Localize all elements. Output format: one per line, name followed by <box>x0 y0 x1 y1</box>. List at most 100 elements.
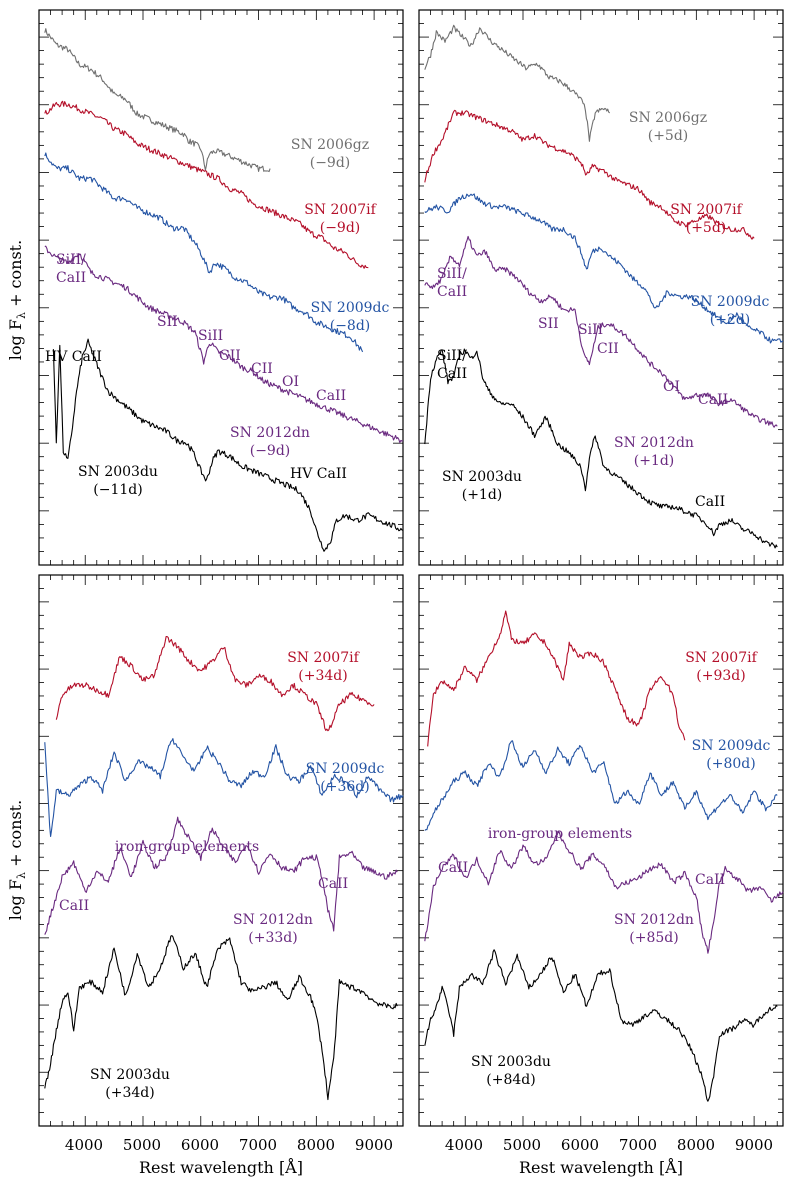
label-caii-2: CaII <box>318 876 348 892</box>
label-iron-group: iron-group elements <box>488 826 632 842</box>
label-sn2007if-phase: (+5d) <box>686 220 727 236</box>
panel-bottom-left-spectra <box>44 636 404 1101</box>
spectrum-line-gray <box>44 28 271 173</box>
label-sn2007if-phase: (+93d) <box>696 668 745 684</box>
x-tick-labels-left: 4000 5000 6000 7000 8000 9000 <box>65 1136 393 1154</box>
x-tick-label: 8000 <box>677 1136 715 1154</box>
spectrum-line-gray <box>424 24 611 142</box>
label-sn2007if-phase: (+34d) <box>298 668 347 684</box>
x-tick-labels-right: 4000 5000 6000 7000 8000 9000 <box>445 1136 773 1154</box>
panel-bottom-right-spectra <box>424 610 784 1102</box>
label-sn2012dn-phase: (+1d) <box>634 453 675 469</box>
label-sn2003du: SN 2003du <box>78 464 158 480</box>
label-sn2007if-phase: (−9d) <box>320 220 361 236</box>
label-sn2003du-phase: (+34d) <box>105 1085 154 1101</box>
label-sn2009dc: SN 2009dc <box>691 294 770 310</box>
label-sn2003du-phase: (+84d) <box>486 1072 535 1088</box>
x-tick-label: 4000 <box>65 1136 103 1154</box>
x-tick-label: 8000 <box>297 1136 335 1154</box>
label-sn2006gz-phase: (−9d) <box>310 155 351 171</box>
x-axis-label-right: Rest wavelength [Å] <box>519 1157 683 1177</box>
labels-bottom-left: SN 2007if (+34d) SN 2009dc (+36d) iron-g… <box>59 650 385 1101</box>
label-hv-caii-2: HV CaII <box>290 466 347 482</box>
label-siii: SiII <box>578 322 603 338</box>
spectrum-line-purple <box>44 245 404 444</box>
label-sn2012dn: SN 2012dn <box>233 912 313 928</box>
label-caii: CaII <box>316 388 346 404</box>
label-siii-caii-1: SiII/ <box>437 266 467 282</box>
panel-top-left-frame <box>38 9 404 566</box>
spectrum-line-purple <box>44 816 398 935</box>
label-cii-1: CII <box>219 348 241 364</box>
label-sn2009dc-phase: (+2d) <box>710 312 751 328</box>
label-oi: OI <box>663 379 680 395</box>
label-hv-caii-1: HV CaII <box>45 349 102 365</box>
label-sn2006gz-phase: (+5d) <box>648 128 689 144</box>
x-tick-label: 5000 <box>503 1136 541 1154</box>
x-tick-label: 6000 <box>181 1136 219 1154</box>
x-tick-label: 5000 <box>123 1136 161 1154</box>
spectrum-line-purple <box>424 235 778 428</box>
label-sn2012dn-phase: (+33d) <box>248 930 297 946</box>
label-sn2003du: SN 2003du <box>90 1067 170 1083</box>
label-sn2009dc-phase: (−8d) <box>330 318 371 334</box>
spectrum-line-purple <box>424 830 784 954</box>
label-siii-caii-1: SiII/ <box>56 252 86 268</box>
panel-top-right-spectra <box>424 24 784 549</box>
label-sn2012dn: SN 2012dn <box>230 425 310 441</box>
label-sn2003du: SN 2003du <box>471 1054 551 1070</box>
spectrum-line-blue <box>424 740 778 831</box>
label-sn2009dc-phase: (+80d) <box>706 756 755 772</box>
label-iron-group: iron-group elements <box>115 839 259 855</box>
label-sn2009dc-phase: (+36d) <box>320 779 369 795</box>
label-sn2003du-phase: (+1d) <box>462 487 503 503</box>
panel-bottom-left-frame <box>38 574 404 1127</box>
label-sn2003du-phase: (−11d) <box>93 482 142 498</box>
labels-bottom-right: SN 2007if (+93d) SN 2009dc (+80d) iron-g… <box>438 650 771 1088</box>
label-siii-caii-black-1: SiII/ <box>437 348 467 364</box>
x-tick-label: 9000 <box>355 1136 393 1154</box>
y-axis-label-top: log Fλ + const. <box>6 240 28 360</box>
panel-top-right-frame <box>418 9 784 566</box>
label-sii: SII <box>538 316 559 332</box>
spectrum-line-red <box>55 636 375 732</box>
spectrum-line-blue <box>44 738 404 838</box>
label-oi: OI <box>282 374 299 390</box>
label-sii: SII <box>157 314 178 330</box>
x-tick-label: 6000 <box>561 1136 599 1154</box>
label-siii-caii-2: CaII <box>437 284 467 300</box>
spectrum-line-blue <box>44 152 364 353</box>
label-sn2003du: SN 2003du <box>442 469 522 485</box>
panel-bottom-right-frame <box>418 574 784 1127</box>
x-tick-label: 4000 <box>445 1136 483 1154</box>
x-tick-label: 7000 <box>619 1136 657 1154</box>
x-tick-label: 7000 <box>239 1136 277 1154</box>
label-cii: CII <box>597 341 619 357</box>
label-caii-1: CaII <box>438 860 468 876</box>
label-sn2009dc: SN 2009dc <box>692 738 771 754</box>
label-siii: SiII <box>198 328 223 344</box>
label-siii-caii-2: CaII <box>56 270 86 286</box>
panel-top-left-spectra <box>44 28 404 552</box>
label-sn2007if: SN 2007if <box>670 202 743 218</box>
label-sn2009dc: SN 2009dc <box>311 300 390 316</box>
spectrum-line-red <box>44 100 369 269</box>
label-cii-2: CII <box>251 361 273 377</box>
spectrum-line-black <box>44 935 398 1101</box>
label-sn2007if: SN 2007if <box>304 202 377 218</box>
spectrum-line-blue <box>424 193 784 344</box>
label-sn2012dn: SN 2012dn <box>614 912 694 928</box>
label-sn2006gz: SN 2006gz <box>629 110 707 126</box>
label-caii-black: CaII <box>695 494 725 510</box>
label-caii-1: CaII <box>59 898 89 914</box>
label-sn2009dc: SN 2009dc <box>306 761 385 777</box>
x-axis-label-left: Rest wavelength [Å] <box>139 1157 303 1177</box>
spectrum-line-black <box>52 338 404 552</box>
spectrum-line-black <box>424 949 778 1102</box>
label-caii-2: CaII <box>695 872 725 888</box>
spectrum-line-red <box>427 610 686 747</box>
label-sn2012dn: SN 2012dn <box>614 435 694 451</box>
y-axis-label-bottom: log Fλ + const. <box>6 800 28 920</box>
label-sn2007if: SN 2007if <box>287 650 360 666</box>
